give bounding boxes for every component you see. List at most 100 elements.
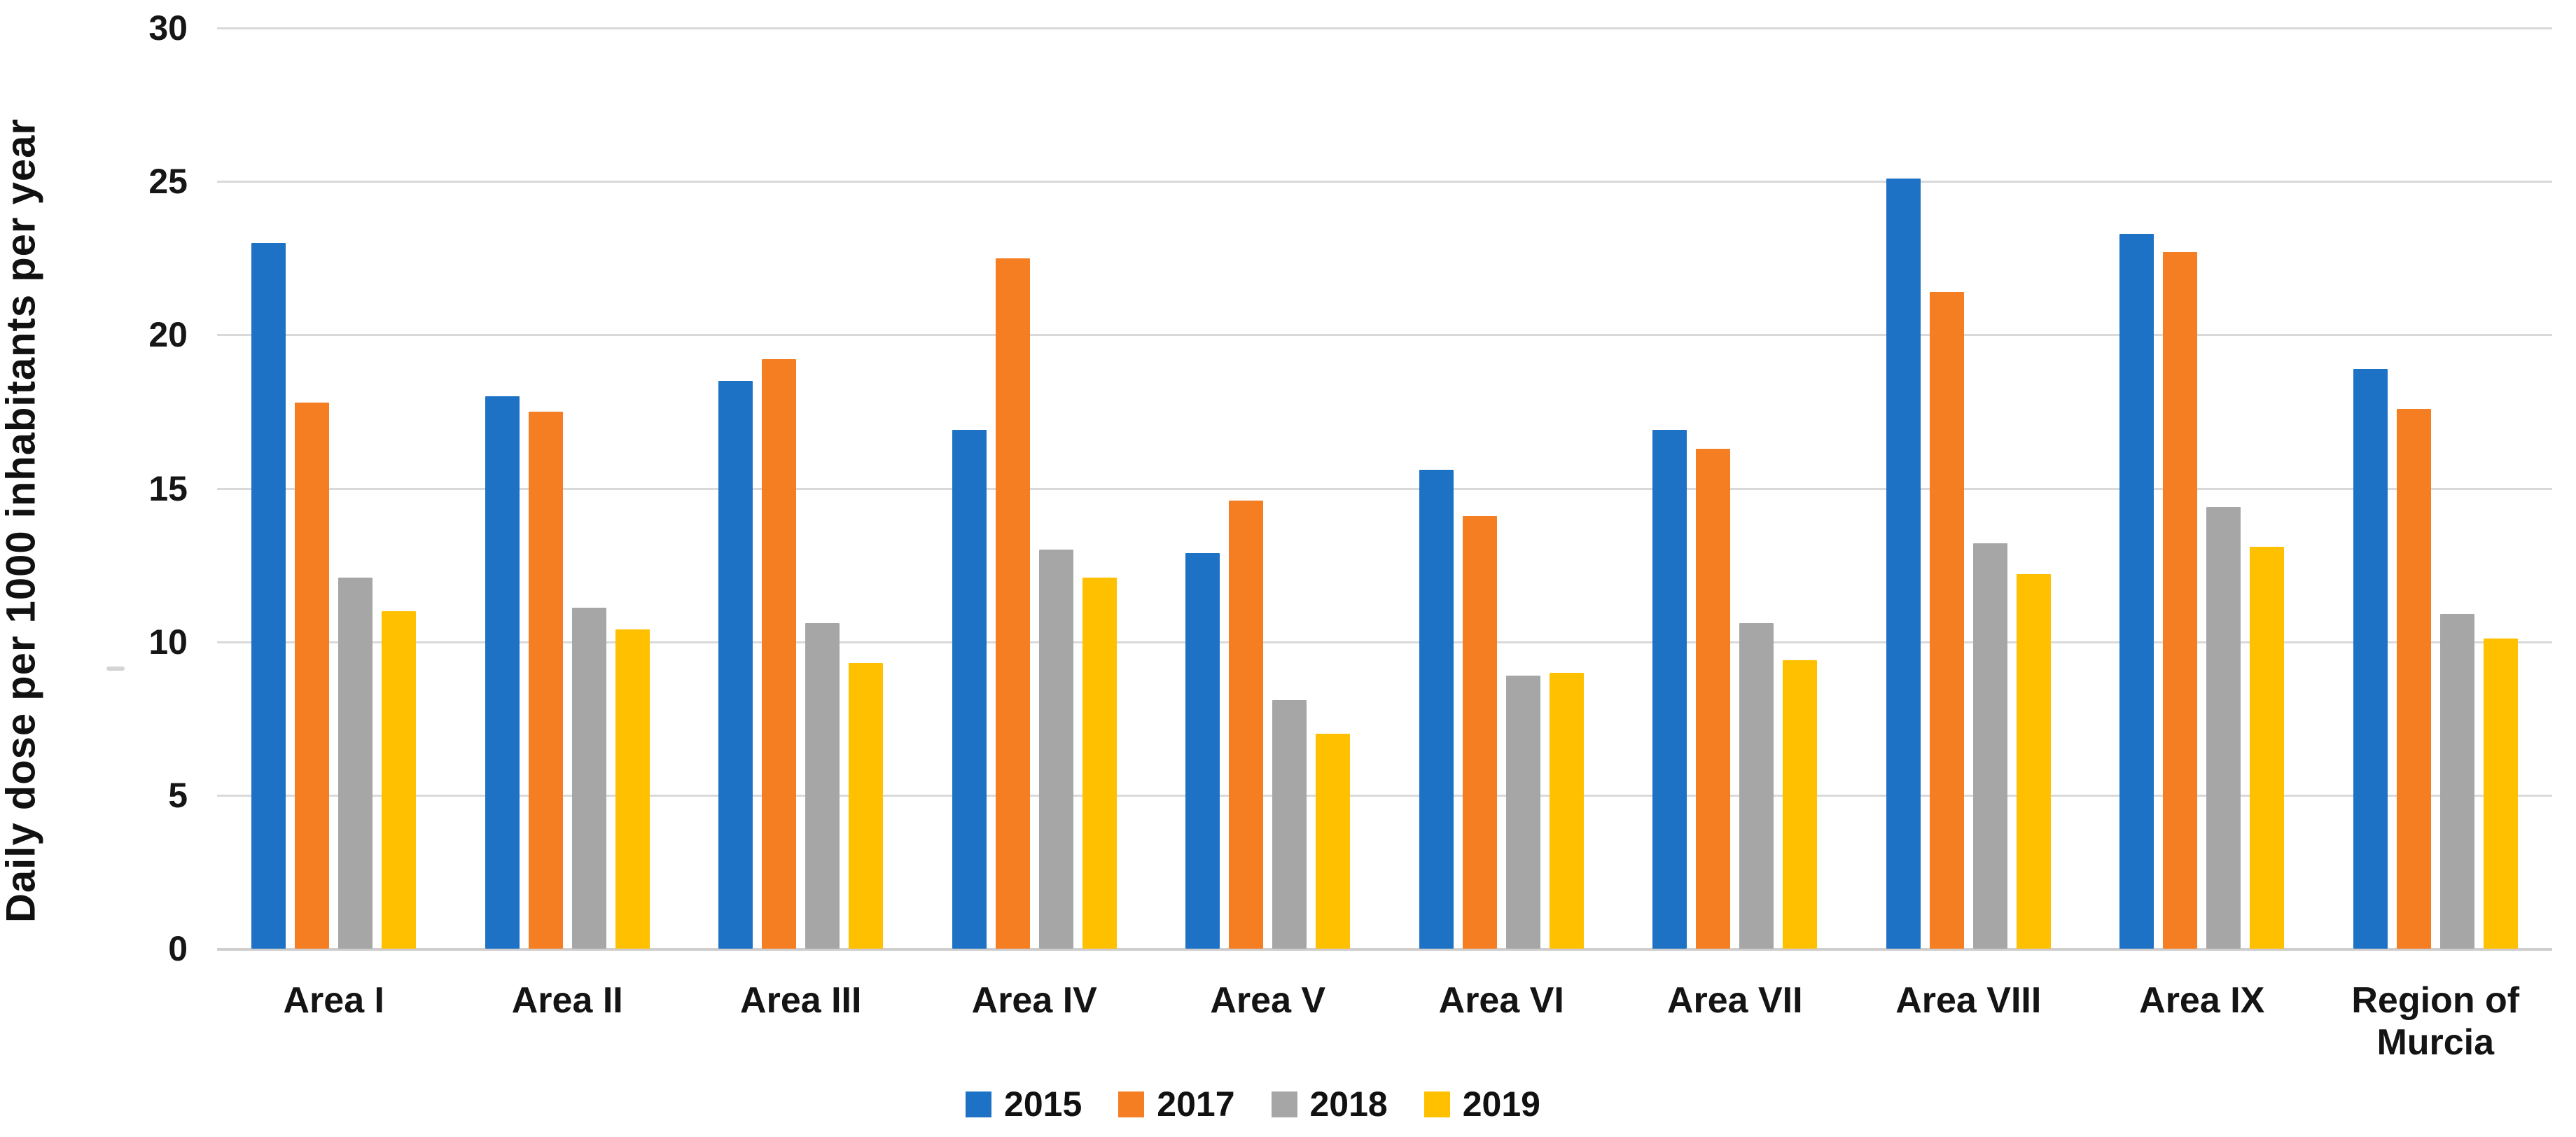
bar-group-area-v: Area V [1151, 28, 1385, 1021]
y-tick-label-15: 15 [148, 468, 188, 508]
bar-cluster [451, 28, 685, 949]
bar-2018-area-ii [571, 608, 606, 949]
x-axis-label-region-of-murcia: Region of Murcia [2351, 980, 2520, 1063]
bar-cluster [217, 28, 451, 949]
bar-cluster [2319, 28, 2553, 949]
bar-2018-area-v [1272, 699, 1307, 949]
legend-swatch-2018 [1271, 1091, 1297, 1117]
bar-group-area-i: Area I [217, 28, 451, 1021]
x-axis-label-area-v: Area V [1210, 980, 1326, 1021]
gridline-y-30 [217, 27, 2552, 29]
legend-swatch-2017 [1118, 1091, 1145, 1117]
bar-cluster [1618, 28, 1852, 949]
bar-2015-area-ix [2119, 233, 2154, 949]
bar-2017-area-ix [2163, 251, 2198, 949]
bar-cluster [1151, 28, 1385, 949]
y-tick-label-5: 5 [168, 775, 188, 815]
bar-2019-area-viii [2016, 574, 2051, 949]
bar-2017-area-viii [1929, 291, 1964, 949]
bar-2017-area-vii [1696, 448, 1731, 949]
bar-2017-area-i [295, 402, 330, 949]
x-axis-label-area-iii: Area III [740, 980, 862, 1021]
stray-mark [106, 667, 125, 671]
bar-2015-area-iii [718, 381, 753, 949]
bar-2019-region-of-murcia [2483, 639, 2518, 949]
bar-2019-area-v [1316, 734, 1351, 949]
y-tick-label-0: 0 [168, 929, 188, 968]
legend-item-2018: 2018 [1271, 1084, 1388, 1124]
legend-label-2015: 2015 [1004, 1084, 1082, 1124]
bar-2015-area-viii [1886, 178, 1921, 949]
legend-swatch-2015 [966, 1091, 992, 1117]
legend-item-2019: 2019 [1423, 1084, 1540, 1124]
legend: 2015 2017 2018 2019 [0, 1087, 2506, 1122]
bar-2015-area-v [1185, 552, 1220, 949]
bar-group-area-iii: Area III [684, 28, 918, 1021]
bar-group-area-iv: Area IV [918, 28, 1152, 1021]
bar-2018-area-iv [1038, 550, 1073, 949]
bar-2015-area-vi [1419, 470, 1454, 949]
bar-2017-area-ii [528, 411, 563, 949]
bar-2019-area-vi [1549, 672, 1584, 949]
bar-2019-area-iv [1082, 577, 1117, 949]
bar-2015-region-of-murcia [2353, 368, 2388, 949]
gridline-y-0 [217, 948, 2552, 951]
bar-2015-area-vii [1652, 430, 1687, 949]
bar-2017-area-vi [1462, 515, 1497, 949]
legend-label-2017: 2017 [1157, 1084, 1235, 1124]
gridline-y-15 [217, 487, 2552, 490]
bar-2019-area-iii [849, 663, 884, 949]
plot-area: Area I Area II Area III Area IV Area V Area V… [217, 27, 2553, 1063]
bar-2018-region-of-murcia [2439, 614, 2474, 949]
bar-2018-area-vi [1505, 675, 1540, 949]
bar-2018-area-iii [805, 623, 840, 949]
gridline-y-10 [217, 641, 2552, 643]
bar-group-area-ii: Area II [451, 28, 685, 1021]
x-axis-label-area-viii: Area VIII [1895, 980, 2042, 1021]
bar-2018-area-vii [1739, 623, 1774, 949]
legend-label-2019: 2019 [1462, 1084, 1540, 1124]
x-axis-label-area-i: Area I [283, 980, 385, 1021]
bar-cluster [1385, 28, 1619, 949]
bar-2019-area-vii [1783, 660, 1818, 949]
bar-cluster [1852, 28, 2086, 949]
bar-2018-area-ix [2206, 506, 2241, 949]
bar-2015-area-iv [952, 430, 987, 949]
bar-cluster [684, 28, 918, 949]
bar-group-area-ix: Area IX [2085, 28, 2319, 1021]
bar-2019-area-ii [615, 629, 650, 949]
bar-2017-area-iv [995, 258, 1030, 949]
legend-item-2015: 2015 [966, 1087, 1082, 1122]
bar-2019-area-ix [2250, 546, 2285, 949]
bar-group-area-viii: Area VIII [1852, 28, 2086, 1021]
bar-2017-area-iii [762, 359, 797, 949]
bar-2017-region-of-murcia [2396, 408, 2431, 949]
bar-2018-area-viii [1972, 543, 2007, 949]
bar-cluster [2085, 28, 2319, 949]
legend-item-2017: 2017 [1118, 1084, 1235, 1124]
x-axis-label-area-vi: Area VI [1438, 980, 1564, 1021]
x-axis-label-area-iv: Area IV [971, 980, 1097, 1021]
bar-2017-area-v [1229, 501, 1264, 949]
y-tick-label-10: 10 [148, 622, 188, 662]
y-tick-label-25: 25 [148, 162, 188, 202]
bar-group-region-of-murcia: Region of Murcia [2319, 28, 2553, 1063]
bar-cluster [918, 28, 1152, 949]
bar-2015-area-ii [485, 396, 520, 949]
gridline-y-20 [217, 334, 2552, 337]
bar-2019-area-i [382, 611, 417, 949]
legend-label-2018: 2018 [1309, 1084, 1388, 1124]
gridline-y-25 [217, 181, 2552, 183]
x-axis-label-area-ix: Area IX [2139, 980, 2265, 1021]
x-axis-label-area-ii: Area II [511, 980, 623, 1021]
legend-swatch-2019 [1423, 1091, 1450, 1117]
y-axis-title: Daily dose per 1000 inhabitants per year [0, 118, 44, 923]
bar-group-area-vi: Area VI [1385, 28, 1619, 1021]
x-axis-label-area-vii: Area VII [1666, 980, 1803, 1021]
bar-2015-area-i [251, 242, 286, 949]
gridline-y-5 [217, 794, 2552, 797]
y-tick-label-30: 30 [148, 8, 188, 48]
bar-group-area-vii: Area VII [1618, 28, 1852, 1021]
bar-2018-area-i [338, 577, 373, 949]
